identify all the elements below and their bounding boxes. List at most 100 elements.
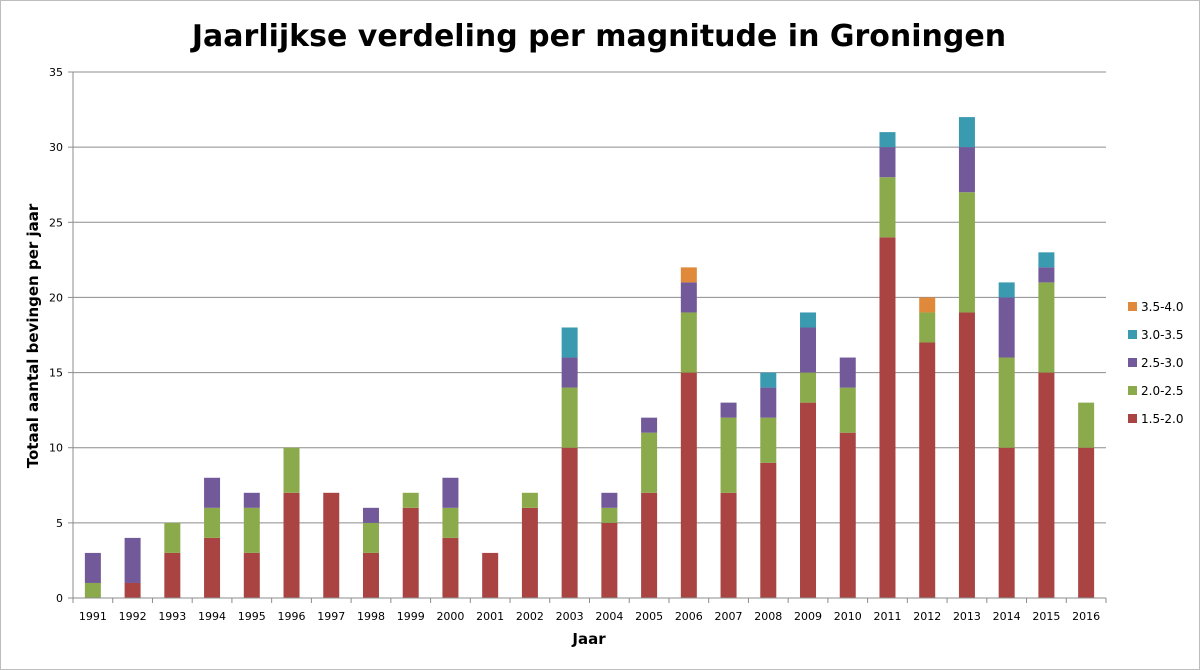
x-tick-label: 2011 <box>873 610 901 623</box>
bar-segment-3.5-4.0 <box>680 267 697 283</box>
bar-segment-3.5-4.0 <box>919 297 936 313</box>
bar-segment-1.5-2.0 <box>800 402 817 598</box>
bar-segment-2.5-3.0 <box>839 357 856 388</box>
x-tick-label: 2002 <box>516 610 544 623</box>
bar-segment-2.0-2.5 <box>521 492 538 508</box>
bar-segment-2.0-2.5 <box>561 387 578 448</box>
legend-swatch <box>1128 302 1137 311</box>
legend-swatch <box>1128 386 1137 395</box>
x-tick-label: 2005 <box>635 610 663 623</box>
x-tick-label: 2006 <box>675 610 703 623</box>
bar-segment-2.0-2.5 <box>839 387 856 433</box>
legend-swatch <box>1128 414 1137 423</box>
bar-segment-3.0-3.5 <box>561 327 578 358</box>
legend-label: 2.0-2.5 <box>1141 384 1184 398</box>
bar-segment-1.5-2.0 <box>561 447 578 598</box>
bar-segment-2.0-2.5 <box>243 507 260 553</box>
x-tick-label: 2008 <box>754 610 782 623</box>
bar-segment-1.5-2.0 <box>402 507 419 598</box>
x-tick-label: 1992 <box>119 610 147 623</box>
x-tick-label: 2001 <box>476 610 504 623</box>
gridlines <box>73 71 1106 524</box>
x-tick-label: 2013 <box>953 610 981 623</box>
bar-segment-2.0-2.5 <box>760 417 777 463</box>
bar-segment-3.0-3.5 <box>879 132 896 148</box>
bar-segment-1.5-2.0 <box>323 492 340 598</box>
bar-segment-2.5-3.0 <box>760 387 777 418</box>
y-tick-label: 20 <box>49 291 63 304</box>
bar-segment-2.0-2.5 <box>641 432 658 493</box>
bar-segment-1.5-2.0 <box>601 522 618 598</box>
bar-segment-1.5-2.0 <box>243 552 260 598</box>
bar-segment-2.0-2.5 <box>362 522 379 553</box>
bar-segment-3.0-3.5 <box>998 282 1015 298</box>
x-tick-label: 1993 <box>158 610 186 623</box>
bar-segment-1.5-2.0 <box>1038 372 1055 598</box>
bar-segment-2.5-3.0 <box>879 147 896 178</box>
legend: 3.5-4.0 3.0-3.5 2.5-3.0 2.0-2.5 1.5-2.0 <box>1128 300 1184 426</box>
bar-segment-2.0-2.5 <box>998 357 1015 448</box>
bar-segment-1.5-2.0 <box>641 492 658 598</box>
bar-segment-1.5-2.0 <box>879 237 896 599</box>
bar-segment-2.0-2.5 <box>84 582 101 598</box>
x-tick-label: 2012 <box>913 610 941 623</box>
legend-label: 3.0-3.5 <box>1141 328 1184 342</box>
y-tick-label: 25 <box>49 216 63 229</box>
x-tick-label: 1995 <box>238 610 266 623</box>
bar-segment-2.5-3.0 <box>243 492 260 508</box>
bar-segment-1.5-2.0 <box>958 312 975 598</box>
y-tick-label: 0 <box>56 592 63 605</box>
y-tick-label: 5 <box>56 517 63 530</box>
x-tick-label: 1999 <box>397 610 425 623</box>
y-tick-label: 15 <box>49 367 63 380</box>
bar-segment-2.5-3.0 <box>958 147 975 193</box>
chart-title: Jaarlijkse verdeling per magnitude in Gr… <box>190 19 1006 54</box>
legend-swatch <box>1128 358 1137 367</box>
bar-segment-1.5-2.0 <box>521 507 538 598</box>
x-tick-label: 1994 <box>198 610 226 623</box>
x-tick-label: 2003 <box>556 610 584 623</box>
bar-segment-3.0-3.5 <box>760 372 777 388</box>
bar-segment-1.5-2.0 <box>124 582 141 598</box>
x-tick-label: 1996 <box>278 610 306 623</box>
x-axis-label: Jaar <box>571 630 606 648</box>
bar-segment-2.0-2.5 <box>164 522 181 553</box>
y-axis-label: Totaal aantal bevingen per jaar <box>24 203 42 468</box>
bar-segment-2.0-2.5 <box>283 447 300 493</box>
legend-label: 2.5-3.0 <box>1141 356 1184 370</box>
bar-segment-2.0-2.5 <box>680 312 697 373</box>
bar-segment-1.5-2.0 <box>998 447 1015 598</box>
bar-segment-2.0-2.5 <box>1078 402 1095 448</box>
bar-segment-1.5-2.0 <box>362 552 379 598</box>
bar-segment-2.0-2.5 <box>1038 282 1055 373</box>
x-tick-label: 2000 <box>436 610 464 623</box>
bar-segment-1.5-2.0 <box>919 342 936 598</box>
legend-label: 1.5-2.0 <box>1141 412 1184 426</box>
bar-segment-3.0-3.5 <box>800 312 817 328</box>
bar-segment-2.5-3.0 <box>641 417 658 433</box>
bar-segment-2.0-2.5 <box>958 192 975 313</box>
bar-segment-1.5-2.0 <box>164 552 181 598</box>
bar-segment-2.0-2.5 <box>919 312 936 343</box>
bar-segment-2.5-3.0 <box>362 507 379 523</box>
bar-segment-2.0-2.5 <box>442 507 459 538</box>
bar-segment-1.5-2.0 <box>760 462 777 598</box>
bar-segment-1.5-2.0 <box>720 492 737 598</box>
y-tick-label: 10 <box>49 442 63 455</box>
bar-segment-2.5-3.0 <box>561 357 578 388</box>
x-tick-label: 1997 <box>317 610 345 623</box>
bar-segment-2.5-3.0 <box>204 477 221 508</box>
bar-segment-2.5-3.0 <box>124 537 141 583</box>
bar-segment-3.0-3.5 <box>958 117 975 148</box>
bar-segment-2.0-2.5 <box>601 507 618 523</box>
bar-segment-2.0-2.5 <box>204 507 221 538</box>
bar-segment-2.0-2.5 <box>720 417 737 493</box>
legend-swatch <box>1128 330 1137 339</box>
bar-segment-1.5-2.0 <box>283 492 300 598</box>
x-tick-label: 2014 <box>993 610 1021 623</box>
bar-segment-1.5-2.0 <box>680 372 697 598</box>
legend-label: 3.5-4.0 <box>1141 300 1184 314</box>
x-tick-label: 1991 <box>79 610 107 623</box>
x-tick-label: 2010 <box>834 610 862 623</box>
x-tick-label: 2015 <box>1032 610 1060 623</box>
